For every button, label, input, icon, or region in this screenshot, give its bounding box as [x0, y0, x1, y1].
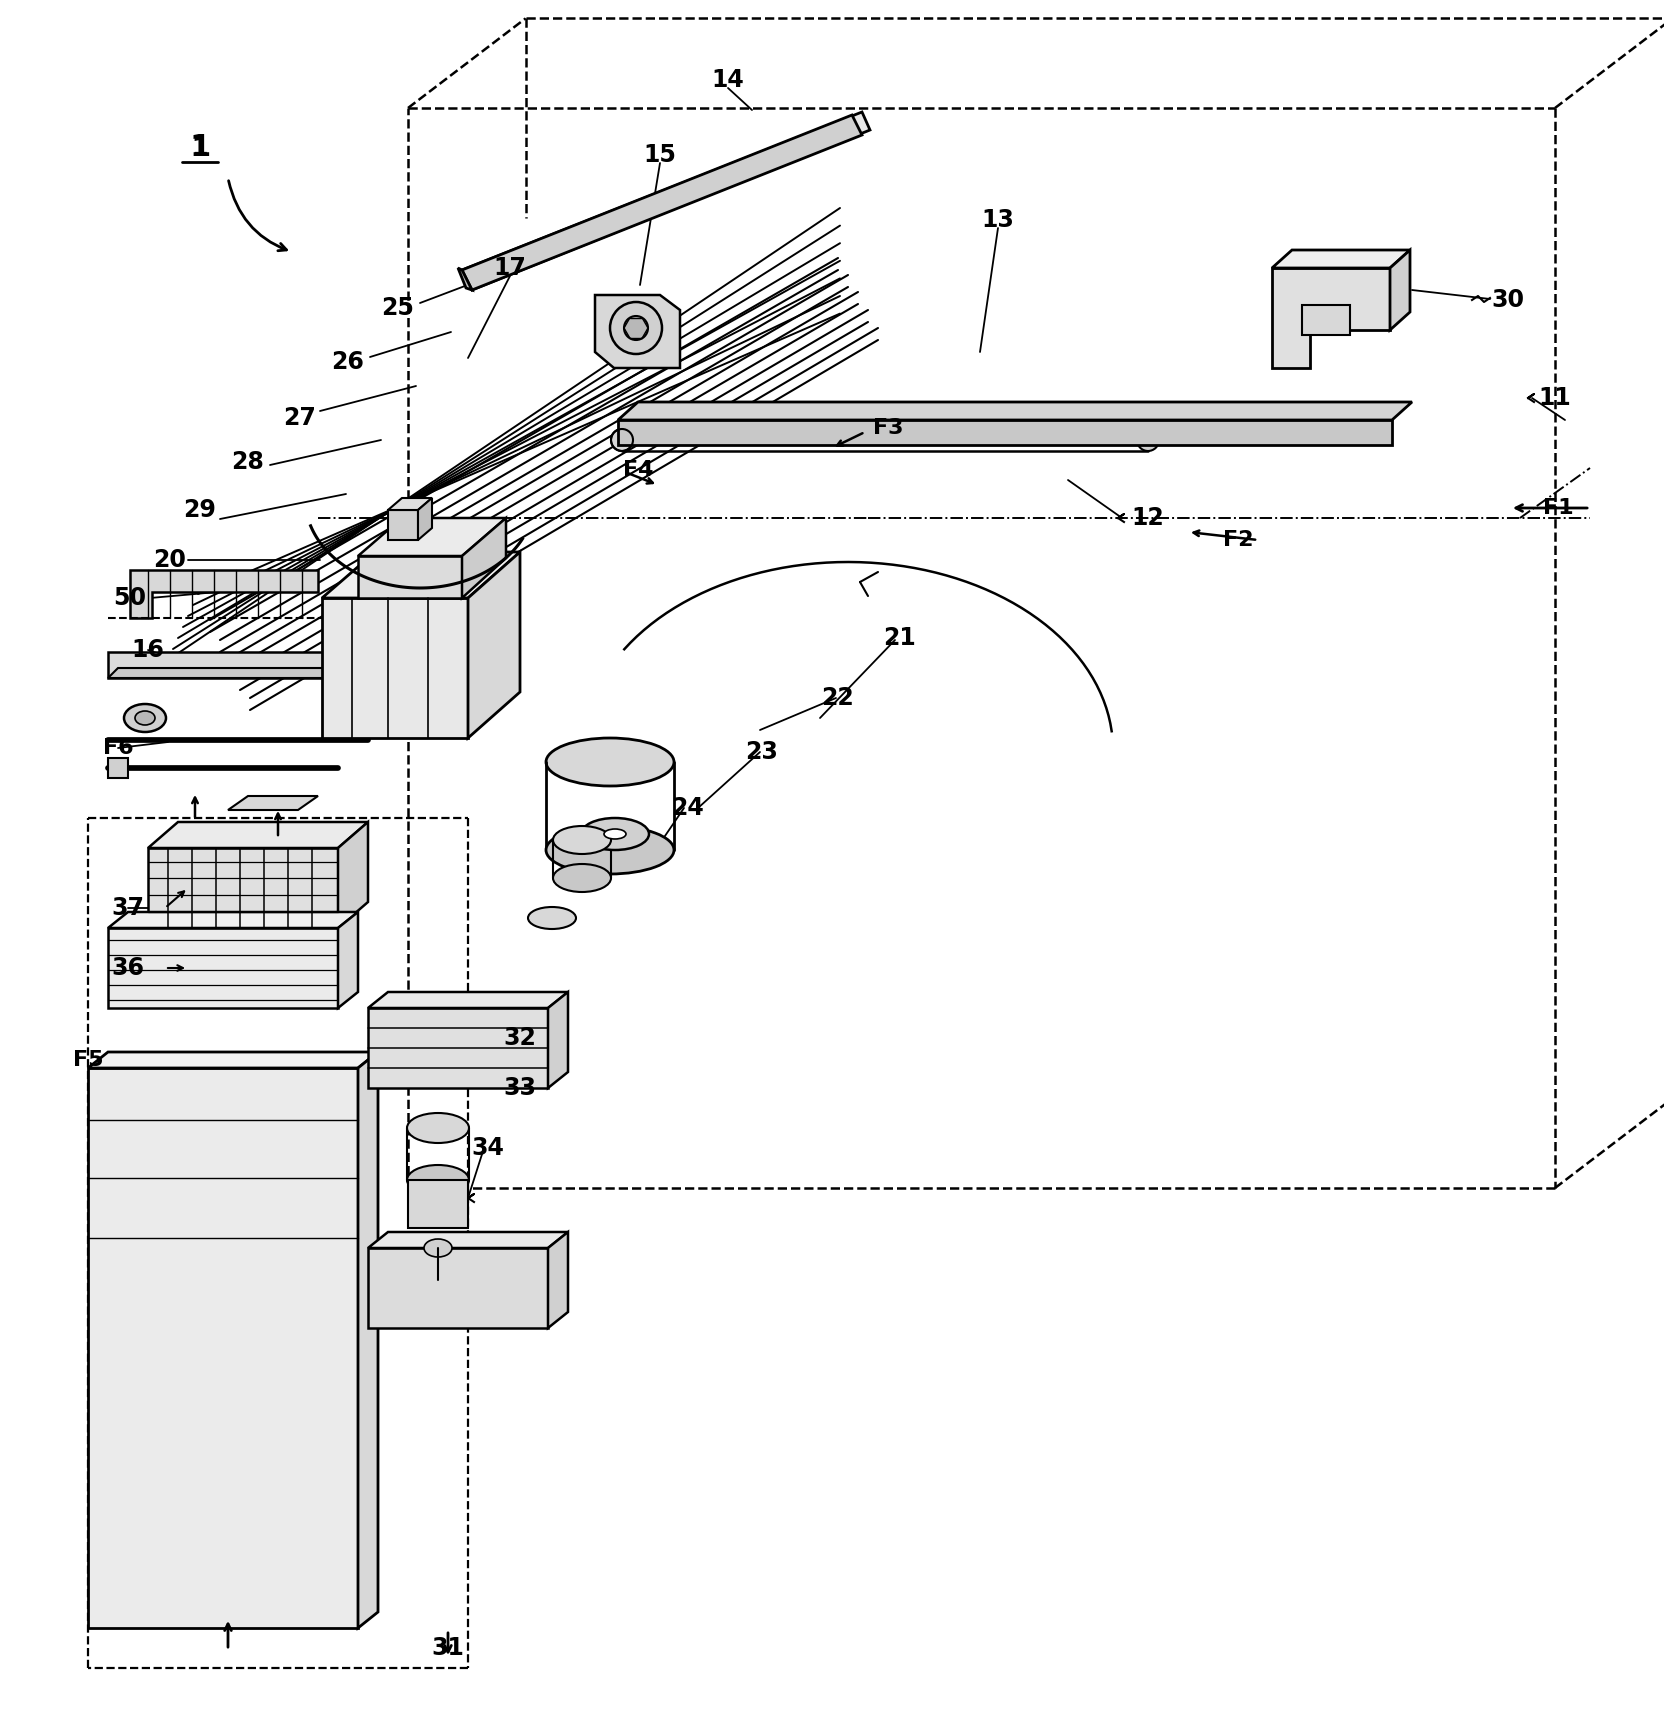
Text: 25: 25 [381, 296, 414, 320]
Ellipse shape [546, 826, 674, 874]
Text: 16: 16 [131, 638, 165, 662]
Ellipse shape [604, 829, 626, 839]
Text: 11: 11 [1538, 385, 1571, 409]
Text: 14: 14 [711, 69, 744, 91]
Polygon shape [108, 929, 338, 1008]
Polygon shape [88, 1053, 378, 1068]
Ellipse shape [609, 303, 662, 354]
Ellipse shape [123, 703, 166, 733]
Ellipse shape [552, 863, 611, 893]
Text: 37: 37 [111, 896, 145, 920]
Ellipse shape [546, 738, 674, 786]
Polygon shape [338, 822, 368, 929]
Text: 32: 32 [503, 1027, 536, 1049]
Text: 22: 22 [820, 686, 854, 710]
Ellipse shape [135, 710, 155, 726]
Polygon shape [368, 1232, 567, 1249]
Text: 1: 1 [190, 134, 211, 162]
Text: 26: 26 [331, 349, 364, 373]
Ellipse shape [424, 1238, 451, 1257]
Polygon shape [408, 1180, 468, 1228]
Polygon shape [461, 112, 870, 291]
Text: 36: 36 [111, 956, 145, 980]
Polygon shape [594, 296, 679, 368]
Polygon shape [358, 556, 461, 599]
Text: 15: 15 [644, 143, 676, 167]
Polygon shape [358, 1053, 378, 1629]
Text: 50: 50 [113, 587, 146, 611]
Polygon shape [461, 518, 506, 599]
Polygon shape [358, 518, 506, 556]
Text: 30: 30 [1491, 287, 1524, 311]
Polygon shape [368, 1008, 547, 1089]
Polygon shape [338, 912, 358, 1008]
Text: 23: 23 [745, 740, 779, 764]
Polygon shape [88, 1068, 358, 1629]
Text: 33: 33 [503, 1077, 536, 1101]
Polygon shape [108, 667, 358, 678]
Ellipse shape [611, 428, 632, 451]
Polygon shape [547, 992, 567, 1089]
Ellipse shape [406, 1164, 469, 1195]
Text: F4: F4 [622, 459, 652, 480]
Polygon shape [547, 1232, 567, 1328]
Text: 13: 13 [982, 208, 1013, 232]
Text: 28: 28 [231, 451, 265, 475]
Text: 12: 12 [1132, 506, 1163, 530]
Ellipse shape [1137, 428, 1158, 451]
Polygon shape [228, 796, 318, 810]
Polygon shape [388, 511, 418, 540]
Polygon shape [148, 822, 368, 848]
Text: 24: 24 [671, 796, 704, 820]
Polygon shape [368, 992, 567, 1008]
Ellipse shape [624, 316, 647, 341]
Polygon shape [418, 499, 431, 540]
Text: 34: 34 [471, 1135, 504, 1159]
Polygon shape [108, 759, 128, 777]
Polygon shape [1389, 249, 1409, 330]
Text: 1: 1 [191, 136, 208, 160]
Polygon shape [321, 599, 468, 738]
Ellipse shape [406, 1113, 469, 1144]
Text: 20: 20 [153, 549, 186, 573]
Polygon shape [1271, 268, 1389, 368]
Text: F3: F3 [872, 418, 902, 439]
Polygon shape [1271, 249, 1409, 268]
Ellipse shape [552, 826, 611, 855]
Ellipse shape [581, 819, 649, 850]
Text: F5: F5 [73, 1049, 103, 1070]
Text: 21: 21 [884, 626, 915, 650]
Polygon shape [368, 1249, 547, 1328]
Text: F6: F6 [103, 738, 133, 759]
Polygon shape [148, 848, 338, 929]
Polygon shape [617, 402, 1411, 420]
Polygon shape [1301, 304, 1350, 335]
Polygon shape [458, 268, 471, 291]
Text: 17: 17 [493, 256, 526, 280]
Polygon shape [468, 552, 519, 738]
Polygon shape [108, 652, 348, 678]
Polygon shape [321, 552, 519, 599]
Text: F2: F2 [1221, 530, 1253, 550]
Polygon shape [461, 115, 862, 291]
Polygon shape [130, 569, 318, 617]
Polygon shape [108, 912, 358, 929]
Ellipse shape [527, 906, 576, 929]
Text: F1: F1 [1543, 499, 1572, 518]
Text: 27: 27 [283, 406, 316, 430]
Polygon shape [617, 420, 1391, 445]
Polygon shape [388, 499, 431, 511]
Text: 31: 31 [431, 1636, 464, 1660]
Text: 29: 29 [183, 499, 216, 521]
